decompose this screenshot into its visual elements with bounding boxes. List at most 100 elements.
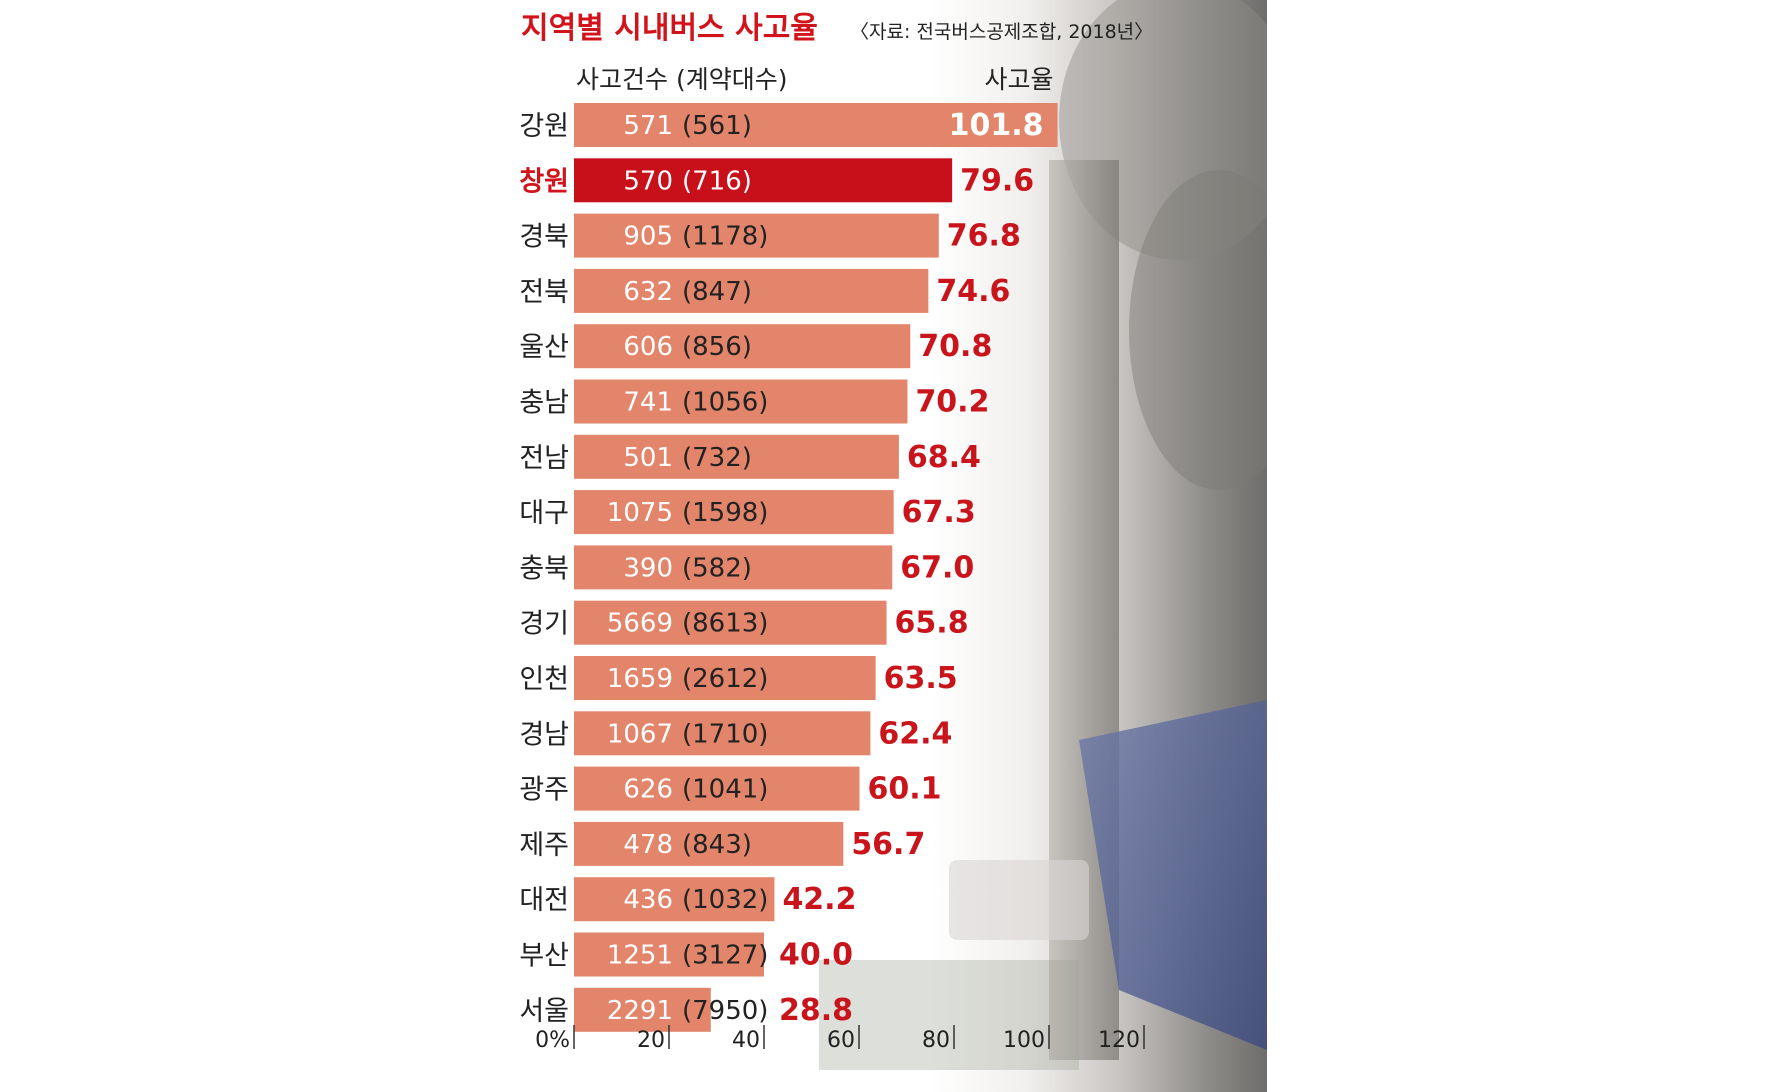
- accident-count-label: 1067: [607, 719, 673, 749]
- rate-label: 79.6: [960, 163, 1034, 198]
- bar: [574, 324, 911, 369]
- category-label: 경남: [519, 719, 569, 750]
- category-label: 창원: [519, 166, 569, 197]
- bar: [574, 656, 876, 700]
- x-tick-label: 80: [922, 1028, 950, 1053]
- rate-label: 70.8: [918, 329, 992, 364]
- category-label: 광주: [519, 775, 569, 806]
- accident-count-label: 436: [623, 885, 673, 915]
- x-tick-label: 20: [637, 1028, 665, 1053]
- rate-label: 28.8: [779, 993, 853, 1028]
- bar: [574, 600, 887, 645]
- chart-source: 〈자료: 전국버스공제조합, 2018년〉: [850, 21, 1153, 43]
- bar-row: 경기 5669 (8613) 65.8: [519, 600, 969, 645]
- contract-count-label: (1056): [682, 388, 768, 418]
- contract-count-label: (561): [682, 111, 752, 141]
- bars-group: 강원 571 (561) 101.8 창원 570 (716) 79.6 경북 905 (1178)…: [519, 103, 1058, 1032]
- bar-row: 대구 1075 (1598) 67.3: [519, 490, 976, 535]
- count-header: 사고건수 (계약대수): [576, 65, 787, 94]
- bar-row: 창원 570 (716) 79.6: [519, 158, 1034, 203]
- bar: [574, 877, 775, 922]
- rate-label: 68.4: [907, 440, 981, 475]
- accident-count-label: 390: [623, 553, 673, 583]
- x-axis: 0% 20 40 60 80 100 120: [535, 1025, 1145, 1053]
- x-tick-label: 120: [1098, 1028, 1140, 1053]
- rate-label: 63.5: [884, 661, 958, 696]
- accident-count-label: 1659: [607, 664, 673, 694]
- category-label: 대구: [519, 498, 569, 529]
- bar: [574, 103, 1058, 147]
- contract-count-label: (1178): [682, 222, 768, 252]
- accident-count-label: 501: [623, 443, 673, 473]
- accident-count-label: 741: [623, 388, 673, 418]
- category-label: 제주: [519, 830, 569, 861]
- bar-row: 제주 478 (843) 56.7: [519, 821, 925, 866]
- bar-row: 경북 905 (1178) 76.8: [519, 213, 1021, 258]
- rate-label: 76.8: [947, 219, 1021, 254]
- bar: [574, 158, 953, 203]
- bar-chart: 지역별 시내버스 사고율 〈자료: 전국버스공제조합, 2018년〉 사고건수 …: [519, 11, 1153, 1053]
- bar-row: 대전 436 (1032) 42.2: [519, 877, 856, 922]
- contract-count-label: (2612): [682, 664, 768, 694]
- accident-count-label: 905: [623, 222, 673, 252]
- category-label: 부산: [519, 941, 569, 972]
- x-tick-label: 60: [827, 1028, 855, 1053]
- bar: [574, 213, 939, 258]
- contract-count-label: (3127): [682, 941, 768, 971]
- rate-label: 40.0: [779, 938, 853, 973]
- bar-row: 충북 390 (582) 67.0: [519, 545, 974, 590]
- bar-row: 서울 2291 (7950) 28.8: [519, 987, 853, 1032]
- bar-row: 충남 741 (1056) 70.2: [519, 379, 989, 424]
- accident-count-label: 626: [623, 775, 673, 805]
- contract-count-label: (856): [682, 332, 752, 362]
- bar-row: 강원 571 (561) 101.8: [519, 103, 1058, 147]
- bar: [574, 268, 929, 313]
- category-label: 경기: [519, 609, 569, 640]
- rate-label: 62.4: [878, 716, 952, 751]
- chart-figure: 지역별 시내버스 사고율 〈자료: 전국버스공제조합, 2018년〉 사고건수 …: [519, 0, 1267, 1092]
- category-label: 경북: [519, 222, 569, 253]
- contract-count-label: (1598): [682, 498, 768, 528]
- category-label: 전북: [519, 277, 569, 308]
- rate-label: 60.1: [867, 772, 941, 807]
- accident-count-label: 5669: [607, 609, 673, 639]
- bar: [574, 711, 871, 756]
- rate-label: 74.6: [936, 274, 1010, 309]
- bar: [574, 490, 894, 535]
- rate-label: 101.8: [949, 108, 1044, 143]
- category-label: 서울: [519, 996, 569, 1027]
- accident-count-label: 1251: [607, 941, 673, 971]
- accident-count-label: 571: [623, 111, 673, 141]
- bar-row: 전북 632 (847) 74.6: [519, 268, 1010, 313]
- category-label: 대전: [519, 885, 569, 916]
- contract-count-label: (1710): [682, 719, 768, 749]
- rate-label: 67.0: [900, 550, 974, 585]
- contract-count-label: (582): [682, 553, 752, 583]
- bar-row: 경남 1067 (1710) 62.4: [519, 711, 952, 756]
- contract-count-label: (732): [682, 443, 752, 473]
- rate-label: 65.8: [895, 606, 969, 641]
- contract-count-label: (843): [682, 830, 752, 860]
- category-label: 울산: [519, 332, 569, 363]
- bar-row: 부산 1251 (3127) 40.0: [519, 932, 853, 977]
- accident-count-label: 606: [623, 332, 673, 362]
- accident-count-label: 570: [623, 166, 673, 196]
- accident-count-label: 478: [623, 830, 673, 860]
- category-label: 인천: [519, 664, 569, 695]
- rate-label: 56.7: [851, 827, 925, 862]
- accident-count-label: 1075: [607, 498, 673, 528]
- bar: [574, 987, 711, 1032]
- rate-label: 67.3: [902, 495, 976, 530]
- bar: [574, 821, 844, 866]
- category-label: 충남: [519, 388, 569, 419]
- bar-row: 광주 626 (1041) 60.1: [519, 766, 942, 811]
- contract-count-label: (1041): [682, 775, 768, 805]
- bar-row: 울산 606 (856) 70.8: [519, 324, 992, 369]
- rate-label: 42.2: [782, 882, 856, 917]
- contract-count-label: (847): [682, 277, 752, 307]
- bar: [574, 379, 908, 424]
- bar: [574, 545, 893, 590]
- bar: [574, 932, 764, 977]
- contract-count-label: (1032): [682, 885, 768, 915]
- category-label: 전남: [519, 443, 569, 474]
